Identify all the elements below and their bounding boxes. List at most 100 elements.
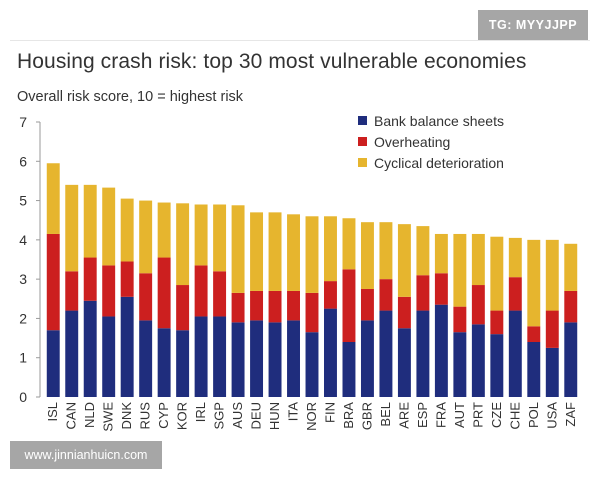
- x-tick-label: RUS: [138, 402, 153, 430]
- x-tick-label: BRA: [341, 402, 356, 429]
- bar-segment: [324, 216, 337, 282]
- legend-label: Cyclical deterioration: [374, 154, 504, 171]
- bar-segment: [213, 204, 227, 272]
- bar-segment: [453, 306, 467, 333]
- bar-segment: [268, 322, 282, 397]
- x-tick-label: BEL: [378, 402, 393, 427]
- bar-segment: [305, 332, 319, 397]
- x-tick-label: GBR: [359, 402, 374, 430]
- bar-segment: [434, 304, 448, 397]
- bar-segment: [324, 281, 337, 309]
- chart-title: Housing crash risk: top 30 most vulnerab…: [17, 50, 527, 73]
- x-tick-label: KOR: [175, 402, 190, 430]
- legend-label: Bank balance sheets: [374, 112, 504, 129]
- bar-segment: [379, 310, 393, 397]
- x-tick-label: AUT: [452, 402, 467, 428]
- x-tick-label: CAN: [64, 402, 79, 429]
- bar-segment: [194, 265, 208, 317]
- watermark-telegram: TG: MYYJJPP: [478, 10, 588, 40]
- y-tick-label: 5: [19, 193, 27, 209]
- y-tick-label: 6: [19, 153, 27, 169]
- bar-segment: [397, 224, 411, 297]
- bar-segment: [139, 200, 153, 274]
- bar-segment: [545, 347, 559, 397]
- bar-segment: [287, 290, 300, 321]
- bar-segment: [527, 342, 541, 397]
- x-tick-label: CYP: [156, 402, 171, 429]
- x-tick-label: ESP: [415, 402, 430, 428]
- x-tick-label: PRT: [470, 402, 485, 428]
- x-tick-label: NOR: [304, 402, 319, 431]
- bar-segment: [83, 257, 97, 301]
- x-tick-label: USA: [544, 402, 559, 429]
- bar-segment: [176, 285, 190, 331]
- x-tick-label: CHE: [507, 402, 522, 430]
- x-tick-label: POL: [526, 402, 541, 428]
- bar-segment: [527, 239, 541, 327]
- bar-segment: [287, 320, 300, 397]
- bar-segment: [508, 277, 522, 311]
- legend-swatch: [358, 116, 367, 125]
- bar-segment: [471, 285, 485, 325]
- bar-segment: [120, 261, 134, 297]
- bar-segment: [416, 310, 430, 397]
- bar-segment: [194, 316, 208, 397]
- bar-segment: [508, 310, 522, 397]
- bar-segment: [83, 300, 97, 397]
- bar-segment: [65, 184, 79, 272]
- bar-segment: [471, 324, 485, 397]
- bar-segment: [176, 330, 190, 397]
- bar-segment: [564, 243, 578, 291]
- bar-segment: [139, 273, 153, 321]
- chart-legend: Bank balance sheets Overheating Cyclical d…: [358, 110, 504, 173]
- x-tick-label: NLD: [82, 402, 97, 428]
- bar-segment: [231, 292, 245, 323]
- bar-segment: [250, 320, 264, 397]
- bar-segment: [157, 257, 171, 329]
- y-tick-label: 0: [19, 389, 27, 405]
- y-tick-label: 3: [19, 271, 27, 287]
- bar-segment: [250, 290, 264, 321]
- bar-segment: [213, 271, 227, 317]
- bar-segment: [416, 275, 430, 311]
- bar-segment: [46, 163, 60, 234]
- bar-segment: [268, 212, 282, 291]
- bar-segment: [490, 334, 504, 397]
- bar-segment: [46, 330, 60, 397]
- bar-segment: [434, 233, 448, 274]
- y-tick-label: 1: [19, 350, 27, 366]
- bar-segment: [102, 316, 116, 397]
- bar-segment: [508, 237, 522, 278]
- y-tick-label: 2: [19, 310, 27, 326]
- card-top-border: [10, 40, 590, 41]
- bar-segment: [342, 218, 356, 270]
- bar-segment: [46, 233, 60, 331]
- legend-swatch: [358, 158, 367, 167]
- x-tick-label: IRL: [193, 402, 208, 422]
- bar-segment: [360, 288, 374, 321]
- bar-segment: [342, 342, 356, 397]
- x-tick-label: DNK: [119, 402, 134, 430]
- bar-segment: [342, 269, 356, 342]
- bar-segment: [287, 214, 300, 291]
- legend-swatch: [358, 137, 367, 146]
- bar-segment: [545, 310, 559, 348]
- bar-segment: [194, 204, 208, 266]
- bar-segment: [102, 265, 116, 317]
- legend-item: Bank balance sheets: [358, 110, 504, 131]
- bar-segment: [250, 212, 264, 291]
- bar-segment: [213, 316, 227, 397]
- x-tick-label: FIN: [322, 402, 337, 423]
- bar-segment: [416, 226, 430, 276]
- bar-segment: [434, 273, 448, 305]
- bar-segment: [120, 296, 134, 397]
- bar-segment: [324, 308, 337, 397]
- bar-segment: [564, 322, 578, 397]
- x-tick-label: AUS: [230, 402, 245, 429]
- bar-segment: [83, 184, 97, 258]
- bar-segment: [65, 271, 79, 311]
- bar-segment: [157, 328, 171, 397]
- x-tick-label: ITA: [286, 402, 301, 422]
- x-tick-label: ISL: [45, 402, 60, 422]
- y-tick-label: 7: [19, 114, 27, 130]
